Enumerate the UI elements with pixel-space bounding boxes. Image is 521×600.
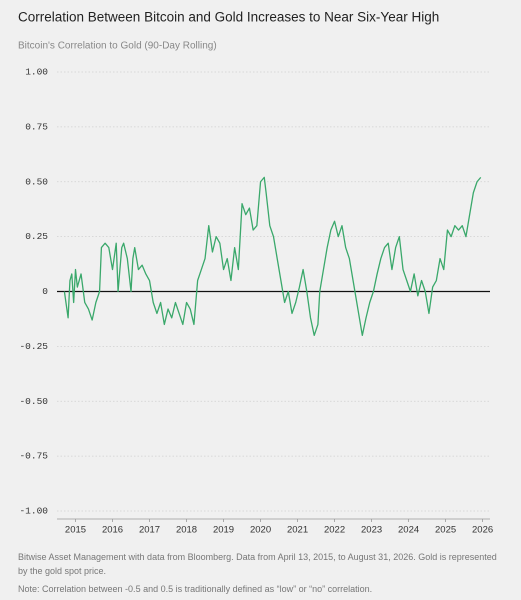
y-tick-label: -0.25: [19, 341, 48, 352]
y-tick-label: 1.00: [25, 67, 48, 78]
x-tick-label: 2026: [472, 525, 493, 536]
y-tick-label: -0.75: [19, 451, 48, 462]
chart-title: Correlation Between Bitcoin and Gold Inc…: [18, 10, 439, 25]
data-line: [63, 176, 482, 337]
x-tick-label: 2024: [398, 525, 419, 536]
y-tick-label: -0.50: [19, 396, 48, 407]
x-tick-label: 2019: [213, 525, 234, 536]
x-tick-label: 2022: [324, 525, 345, 536]
x-tick-label: 2025: [435, 525, 456, 536]
x-tick-label: 2018: [176, 525, 197, 536]
source-note: Bitwise Asset Management with data from …: [18, 552, 497, 576]
x-tick-label: 2020: [250, 525, 271, 536]
y-tick-label: 0.50: [25, 176, 48, 187]
x-tick-label: 2017: [139, 525, 160, 536]
chart-subtitle: Bitcoin's Correlation to Gold (90-Day Ro…: [18, 41, 217, 52]
y-tick-label: -1.00: [19, 506, 48, 517]
x-tick-label: 2021: [287, 525, 308, 536]
x-tick-label: 2016: [102, 525, 123, 536]
footnote: Note: Correlation between -0.5 and 0.5 i…: [18, 584, 373, 594]
x-tick-label: 2023: [361, 525, 382, 536]
x-tick-label: 2015: [65, 525, 86, 536]
y-tick-label: 0: [42, 286, 48, 297]
y-tick-label: 0.25: [25, 231, 48, 242]
chart: Correlation Between Bitcoin and Gold Inc…: [18, 10, 493, 536]
y-tick-label: 0.75: [25, 121, 48, 132]
